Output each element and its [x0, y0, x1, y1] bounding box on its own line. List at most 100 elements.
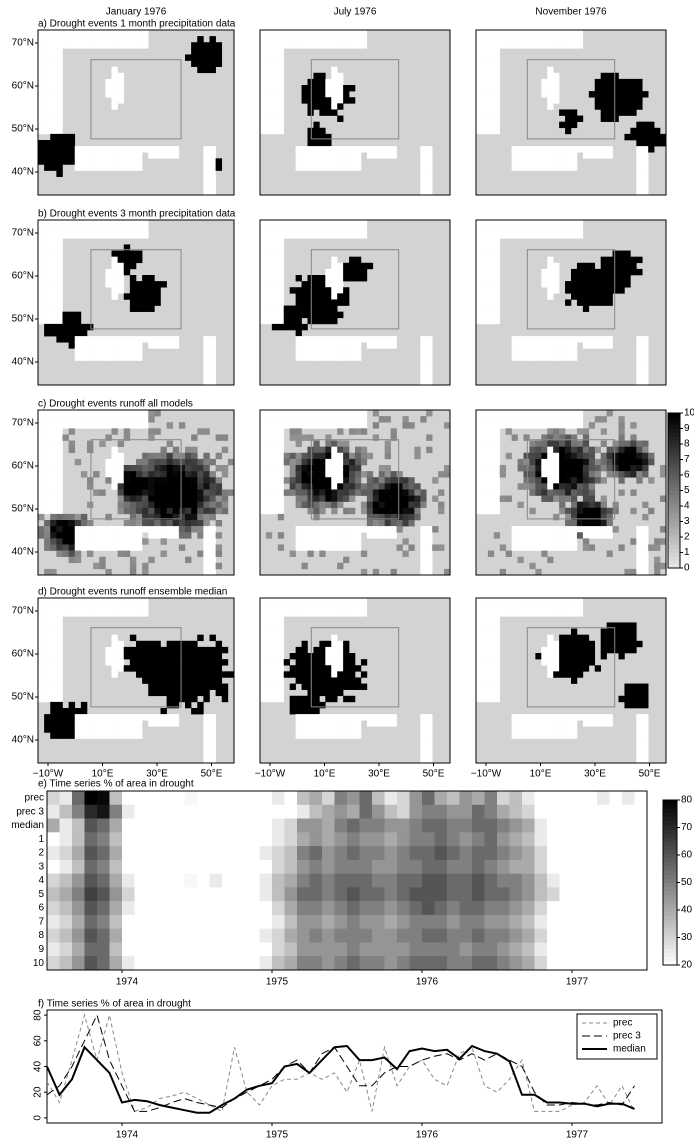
map-cell	[278, 318, 284, 324]
map-cell	[272, 622, 278, 628]
map-cell	[349, 653, 355, 659]
map-cell	[124, 416, 130, 422]
map-cell	[222, 496, 228, 502]
map-cell	[136, 336, 142, 342]
heat-cell	[160, 791, 173, 805]
heat-cell	[435, 819, 448, 833]
map-cell	[500, 604, 506, 610]
map-cell	[266, 453, 272, 459]
map-cell	[197, 677, 203, 683]
map-cell	[260, 441, 266, 447]
map-cell	[203, 745, 209, 751]
heat-cell	[485, 887, 498, 901]
map-cell	[476, 306, 482, 312]
map-cell	[373, 483, 379, 489]
map-cell	[559, 653, 565, 659]
map-cell	[476, 441, 482, 447]
map-cell	[518, 459, 524, 465]
map-cell	[266, 416, 272, 422]
map-cell	[130, 726, 136, 732]
map-cell	[302, 152, 308, 158]
map-cell	[642, 134, 648, 140]
map-cell	[272, 459, 278, 465]
map-cell	[284, 604, 290, 610]
map-cell	[56, 641, 62, 647]
heat-cell	[385, 791, 398, 805]
map-cell	[38, 67, 44, 73]
map-cell	[547, 103, 553, 109]
map-cell	[124, 532, 130, 538]
map-cell	[56, 610, 62, 616]
map-cell	[272, 690, 278, 696]
map-cell	[500, 465, 506, 471]
map-cell	[624, 79, 630, 85]
map-cell	[391, 489, 397, 495]
map-cell	[541, 158, 547, 164]
map-cell	[319, 610, 325, 616]
heat-cell	[310, 915, 323, 929]
map-cell	[56, 434, 62, 440]
map-cell	[290, 30, 296, 36]
heat-cell	[335, 805, 348, 819]
heat-cell	[272, 942, 285, 956]
map-cell	[313, 410, 319, 416]
map-cell	[136, 647, 142, 653]
map-cell	[529, 152, 535, 158]
colorbar-swatch	[668, 537, 680, 541]
map-cell	[488, 232, 494, 238]
map-cell	[191, 514, 197, 520]
map-cell	[571, 496, 577, 502]
map-cell	[337, 563, 343, 569]
heat-cell	[472, 791, 485, 805]
map-cell	[482, 465, 488, 471]
map-cell	[337, 410, 343, 416]
map-cell	[50, 146, 56, 152]
map-cell	[331, 287, 337, 293]
map-cell	[476, 42, 482, 48]
map-cell	[642, 373, 648, 379]
map-cell	[154, 152, 160, 158]
map-cell	[284, 226, 290, 232]
map-cell	[69, 708, 75, 714]
map-cell	[565, 538, 571, 544]
map-cell	[161, 508, 167, 514]
map-cell	[313, 684, 319, 690]
map-cell	[494, 459, 500, 465]
map-cell	[56, 538, 62, 544]
map-cell	[266, 532, 272, 538]
map-cell	[278, 422, 284, 428]
heat-cell	[397, 887, 410, 901]
map-cell	[337, 465, 343, 471]
map-cell	[494, 508, 500, 514]
map-cell	[154, 502, 160, 508]
map-cell	[216, 434, 222, 440]
map-cell	[559, 714, 565, 720]
heat-cell	[122, 901, 135, 915]
map-cell	[56, 416, 62, 422]
map-cell	[482, 635, 488, 641]
heat-cell	[247, 887, 260, 901]
map-cell	[191, 653, 197, 659]
map-cell	[488, 48, 494, 54]
map-cell	[284, 477, 290, 483]
map-cell	[494, 109, 500, 115]
map-cell	[216, 665, 222, 671]
map-cell	[308, 502, 314, 508]
map-cell	[408, 514, 414, 520]
map-cell	[308, 140, 314, 146]
map-cell	[325, 232, 331, 238]
legend-label: prec	[613, 1018, 632, 1029]
colorbar-swatch	[663, 866, 677, 871]
map-cell	[595, 447, 601, 453]
map-cell	[161, 708, 167, 714]
map-cell	[308, 152, 314, 158]
heat-cell	[547, 942, 560, 956]
map-cell	[81, 226, 87, 232]
heat-cell	[585, 929, 598, 943]
map-cell	[642, 702, 648, 708]
heat-cell	[260, 915, 273, 929]
map-cell	[130, 416, 136, 422]
map-cell	[367, 336, 373, 342]
map-cell	[349, 85, 355, 91]
map-cell	[607, 629, 613, 635]
